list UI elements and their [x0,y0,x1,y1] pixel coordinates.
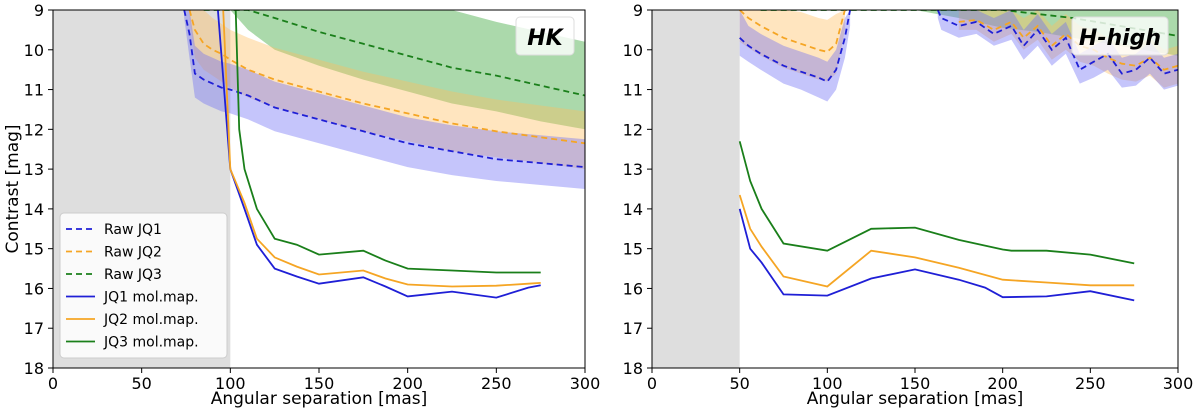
x-tick-label: 50 [131,374,151,393]
x-tick-label: 250 [481,374,512,393]
panel-label: HK [527,26,564,51]
legend-label-jq3-mol-map: JQ3 mol.map. [103,335,199,351]
raw-jq1-outer-line [936,10,1178,75]
y-tick-label: 16 [24,279,44,298]
y-axis-ticks: 9 10 11 12 13 14 15 16 17 18 [24,1,53,378]
y-tick-label: 12 [24,120,44,139]
x-tick-label: 100 [215,374,246,393]
x-axis-ticks: 0 50 100 150 200 250 300 [647,368,1193,393]
legend-label-jq1-mol-map: JQ1 mol.map. [103,290,199,306]
raw-jq2-line [739,10,846,53]
y-tick-label: 15 [24,240,44,259]
y-tick-label: 13 [24,160,44,179]
raw-jq1-line [739,10,851,83]
x-tick-label: 0 [48,374,58,393]
jq2-mol-map-line [738,194,1135,288]
x-tick-label: 300 [1163,374,1194,393]
jq2-mol-map-line [222,10,541,288]
jq3-mol-map-line [738,141,1135,265]
x-axis-ticks: 0 50 100 150 200 250 300 [48,368,600,393]
y-tick-label: 18 [623,359,643,378]
panel-label: H-high [1079,26,1161,51]
y-tick-label: 13 [623,160,643,179]
panel-label-box: HK [515,16,575,56]
y-tick-label: 18 [24,359,44,378]
raw-jq2-line [188,10,585,145]
legend-label-raw-jq3: Raw JQ3 [104,267,162,283]
x-tick-label: 50 [729,374,749,393]
y-tick-label: 9 [34,1,44,20]
y-axis-label: Contrast [mag] [3,124,23,253]
raw-jq3-line [203,10,585,97]
legend-label-jq2-mol-map: JQ2 mol.map. [103,312,199,328]
raw-jq3-band [203,10,585,130]
y-tick-label: 16 [623,279,643,298]
jq3-mol-map-line [234,10,541,274]
x-tick-label: 200 [392,374,423,393]
x-tick-label: 100 [812,374,843,393]
jq1-mol-map-line [738,208,1135,302]
y-tick-label: 14 [24,200,44,219]
y-tick-label: 9 [633,1,643,20]
raw-jq2-outer-line [958,18,1178,71]
y-tick-label: 10 [24,41,44,60]
legend: Raw JQ1 Raw JQ2 Raw JQ3 JQ1 mol.map. JQ2 mol… [59,212,228,359]
y-tick-label: 12 [623,120,643,139]
x-tick-label: 300 [570,374,601,393]
x-axis-label: Angular separation [mas] [807,389,1024,409]
raw-jq1-outer-band [937,10,1178,90]
x-tick-label: 150 [900,374,931,393]
jq1-mol-map-line [217,10,541,299]
x-tick-label: 200 [987,374,1018,393]
panel-label-box: H-high [1071,16,1169,56]
x-tick-label: 250 [1075,374,1106,393]
panel-hk: 0 50 100 150 200 250 300 9 10 11 12 13 14 15 16 17 18 A… [3,1,600,409]
x-tick-label: 0 [647,374,657,393]
legend-label-raw-jq1: Raw JQ1 [104,222,162,238]
y-tick-label: 15 [623,240,643,259]
excluded-region [652,10,740,368]
y-tick-label: 10 [623,41,643,60]
y-tick-label: 14 [623,200,643,219]
series-lines [183,10,585,299]
y-tick-label: 17 [623,319,643,338]
panel-h-high: 0 50 100 150 200 250 300 9 10 11 12 13 14 15 16 17 18 A… [623,1,1194,409]
legend-label-raw-jq2: Raw JQ2 [104,245,162,261]
raw-jq1-band [184,10,585,189]
x-axis-label: Angular separation [mas] [211,389,428,409]
y-tick-label: 17 [24,319,44,338]
x-tick-label: 150 [304,374,335,393]
y-axis-ticks: 9 10 11 12 13 14 15 16 17 18 [623,1,652,378]
y-tick-label: 11 [24,81,44,100]
y-tick-label: 11 [623,81,643,100]
